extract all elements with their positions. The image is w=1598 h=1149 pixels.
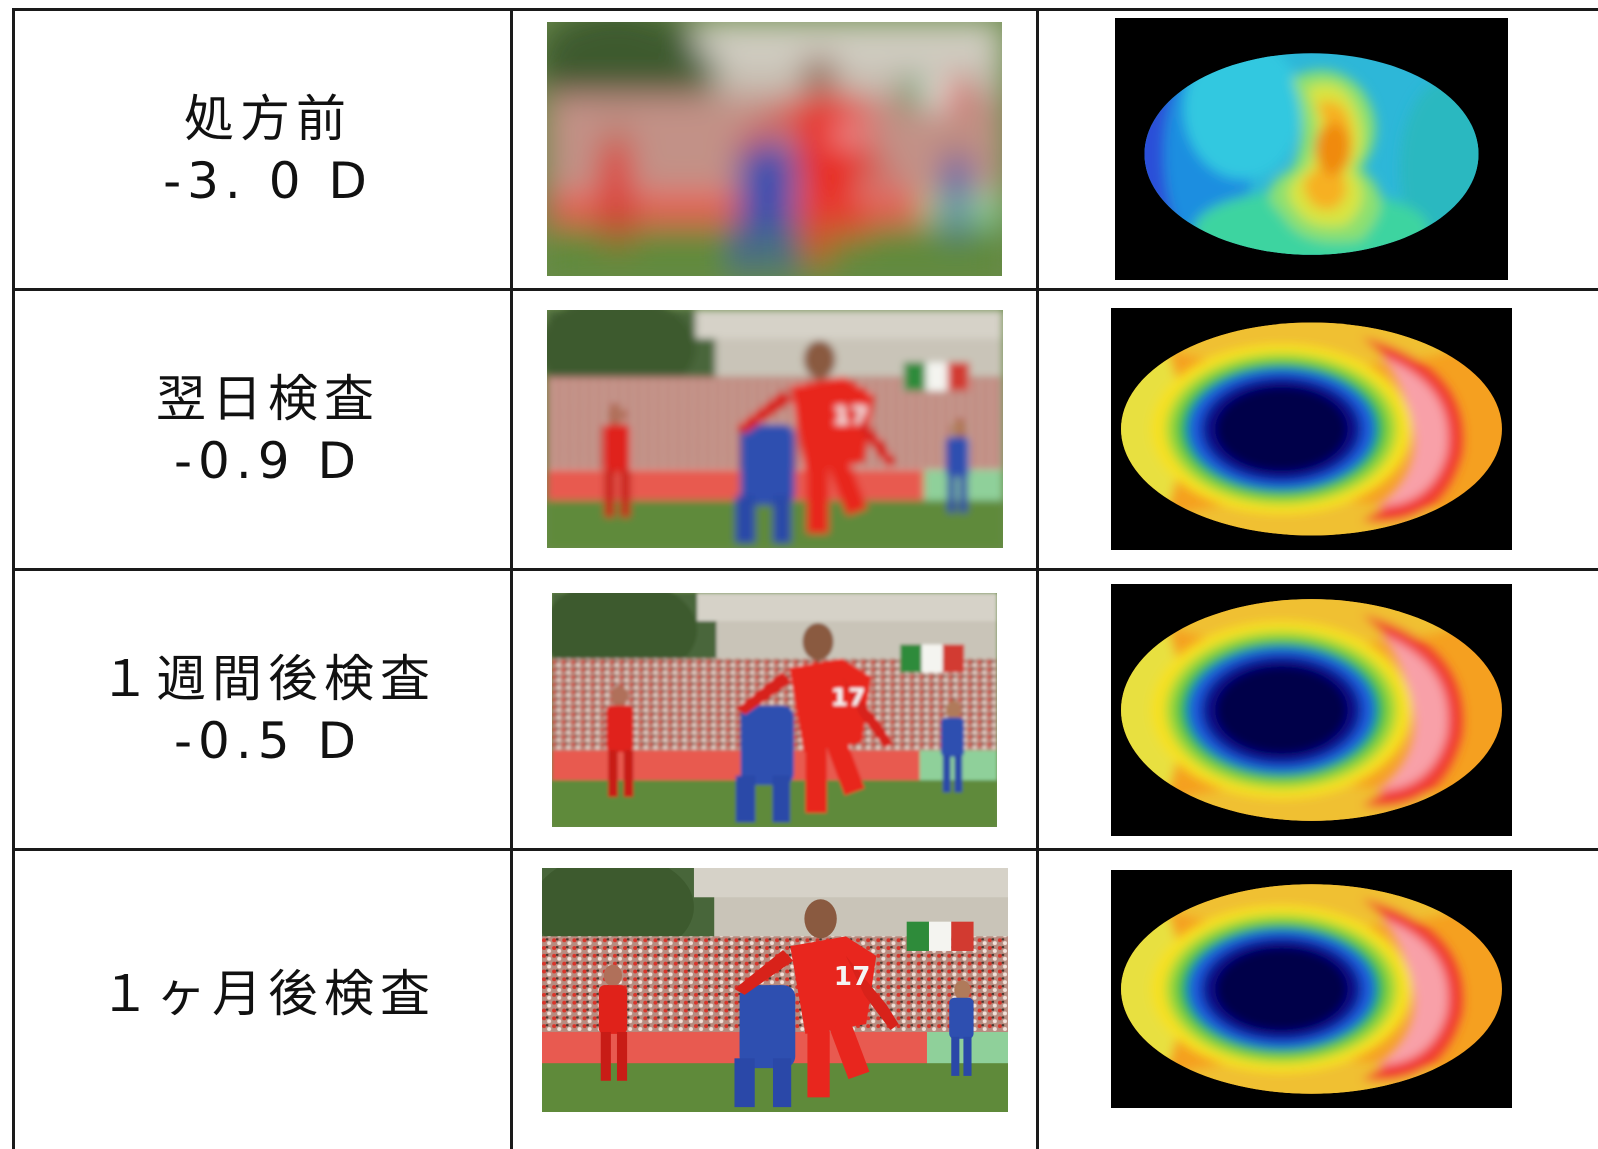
svg-text:17: 17 — [832, 121, 868, 151]
corneal-topography-map — [1111, 584, 1512, 836]
svg-text:17: 17 — [834, 963, 871, 992]
table-divider — [1036, 8, 1039, 1149]
row-label-value: -0.9 D — [174, 431, 362, 490]
table-row-label: １ヶ月後検査 — [15, 851, 521, 1136]
table-divider — [12, 848, 1598, 851]
svg-text:17: 17 — [831, 683, 866, 712]
table-row-label: 処方前 -3. 0 D — [15, 11, 521, 288]
corneal-topography-map — [1111, 870, 1512, 1108]
row-label-title: １ヶ月後検査 — [100, 964, 436, 1023]
row-label-value: -3. 0 D — [163, 151, 373, 210]
corneal-topography-map — [1111, 308, 1512, 550]
row-label-value: -0.5 D — [174, 711, 362, 770]
soccer-photo: 17 — [542, 868, 1008, 1112]
table-border-top — [12, 8, 1598, 11]
row-label-title: 翌日検査 — [156, 369, 380, 428]
corneal-topography-map — [1115, 18, 1508, 280]
soccer-photo: 17 — [547, 22, 1002, 276]
table-divider — [12, 288, 1598, 291]
soccer-photo: 17 — [552, 593, 997, 827]
table-row-label: 翌日検査 -0.9 D — [15, 291, 521, 568]
row-label-title: 処方前 — [184, 89, 352, 148]
table-row-label: １週間後検査 -0.5 D — [15, 571, 521, 848]
soccer-photo: 17 — [547, 310, 1003, 548]
table-divider — [510, 8, 513, 1149]
row-label-title: １週間後検査 — [100, 649, 436, 708]
svg-text:17: 17 — [832, 402, 868, 430]
table-border-left — [12, 8, 15, 1149]
table-divider — [12, 568, 1598, 571]
